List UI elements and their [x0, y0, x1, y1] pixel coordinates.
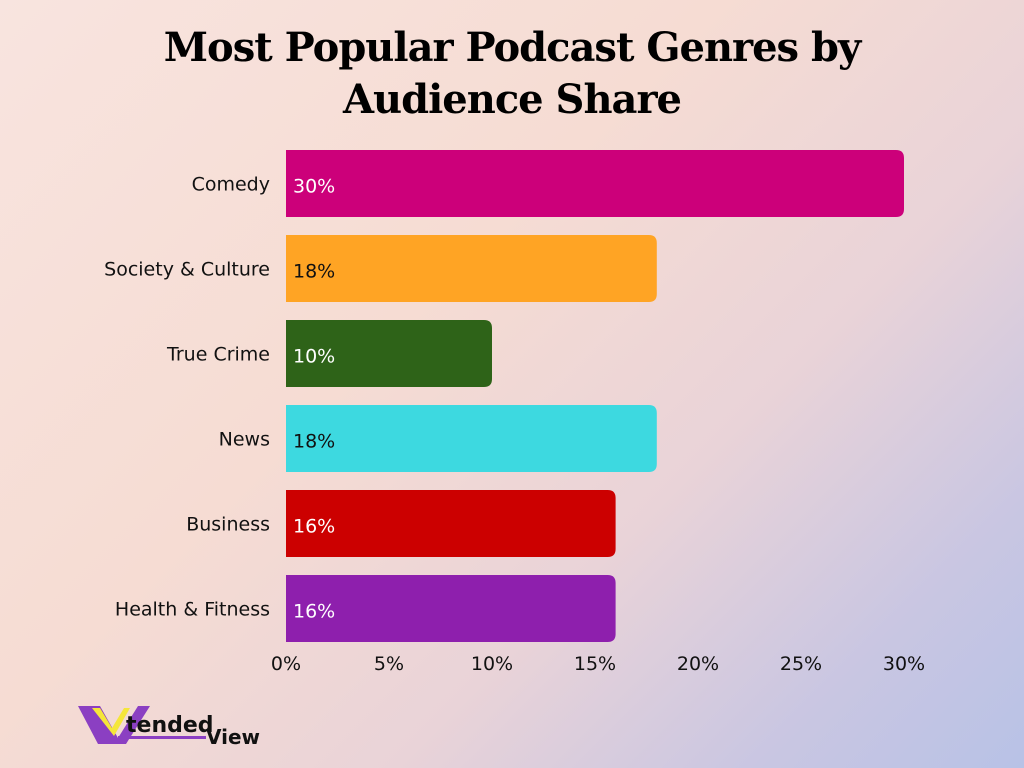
data-label: 16%	[293, 601, 335, 623]
bar-3	[286, 405, 657, 472]
svg-text:tended: tended	[126, 713, 214, 738]
data-label: 30%	[293, 176, 335, 198]
logo-v-shape	[92, 708, 130, 736]
x-tick-label: 25%	[780, 653, 822, 675]
data-label: 16%	[293, 516, 335, 538]
x-tick-label: 10%	[471, 653, 513, 675]
data-label: 18%	[293, 261, 335, 283]
logo-x-shape	[78, 706, 150, 744]
category-label: True Crime	[166, 344, 270, 366]
bar-0	[286, 150, 904, 217]
x-tick-label: 15%	[574, 653, 616, 675]
category-label: Comedy	[192, 174, 270, 196]
x-tick-label: 5%	[374, 653, 404, 675]
bar-5	[286, 575, 616, 642]
bar-1	[286, 235, 657, 302]
x-tick-label: 0%	[271, 653, 301, 675]
x-tick-label: 30%	[883, 653, 925, 675]
category-label: Business	[186, 514, 270, 536]
svg-text:View: View	[206, 725, 260, 749]
bar-4	[286, 490, 616, 557]
bar-2	[286, 320, 492, 387]
category-label: Health & Fitness	[115, 599, 270, 621]
data-label: 18%	[293, 431, 335, 453]
x-tick-label: 20%	[677, 653, 719, 675]
category-label: News	[219, 429, 270, 451]
chart-title: Most Popular Podcast Genres by Audience …	[163, 24, 861, 123]
category-label: Society & Culture	[104, 259, 270, 281]
xtendedview-logo: tended View	[78, 706, 260, 749]
data-label: 10%	[293, 346, 335, 368]
